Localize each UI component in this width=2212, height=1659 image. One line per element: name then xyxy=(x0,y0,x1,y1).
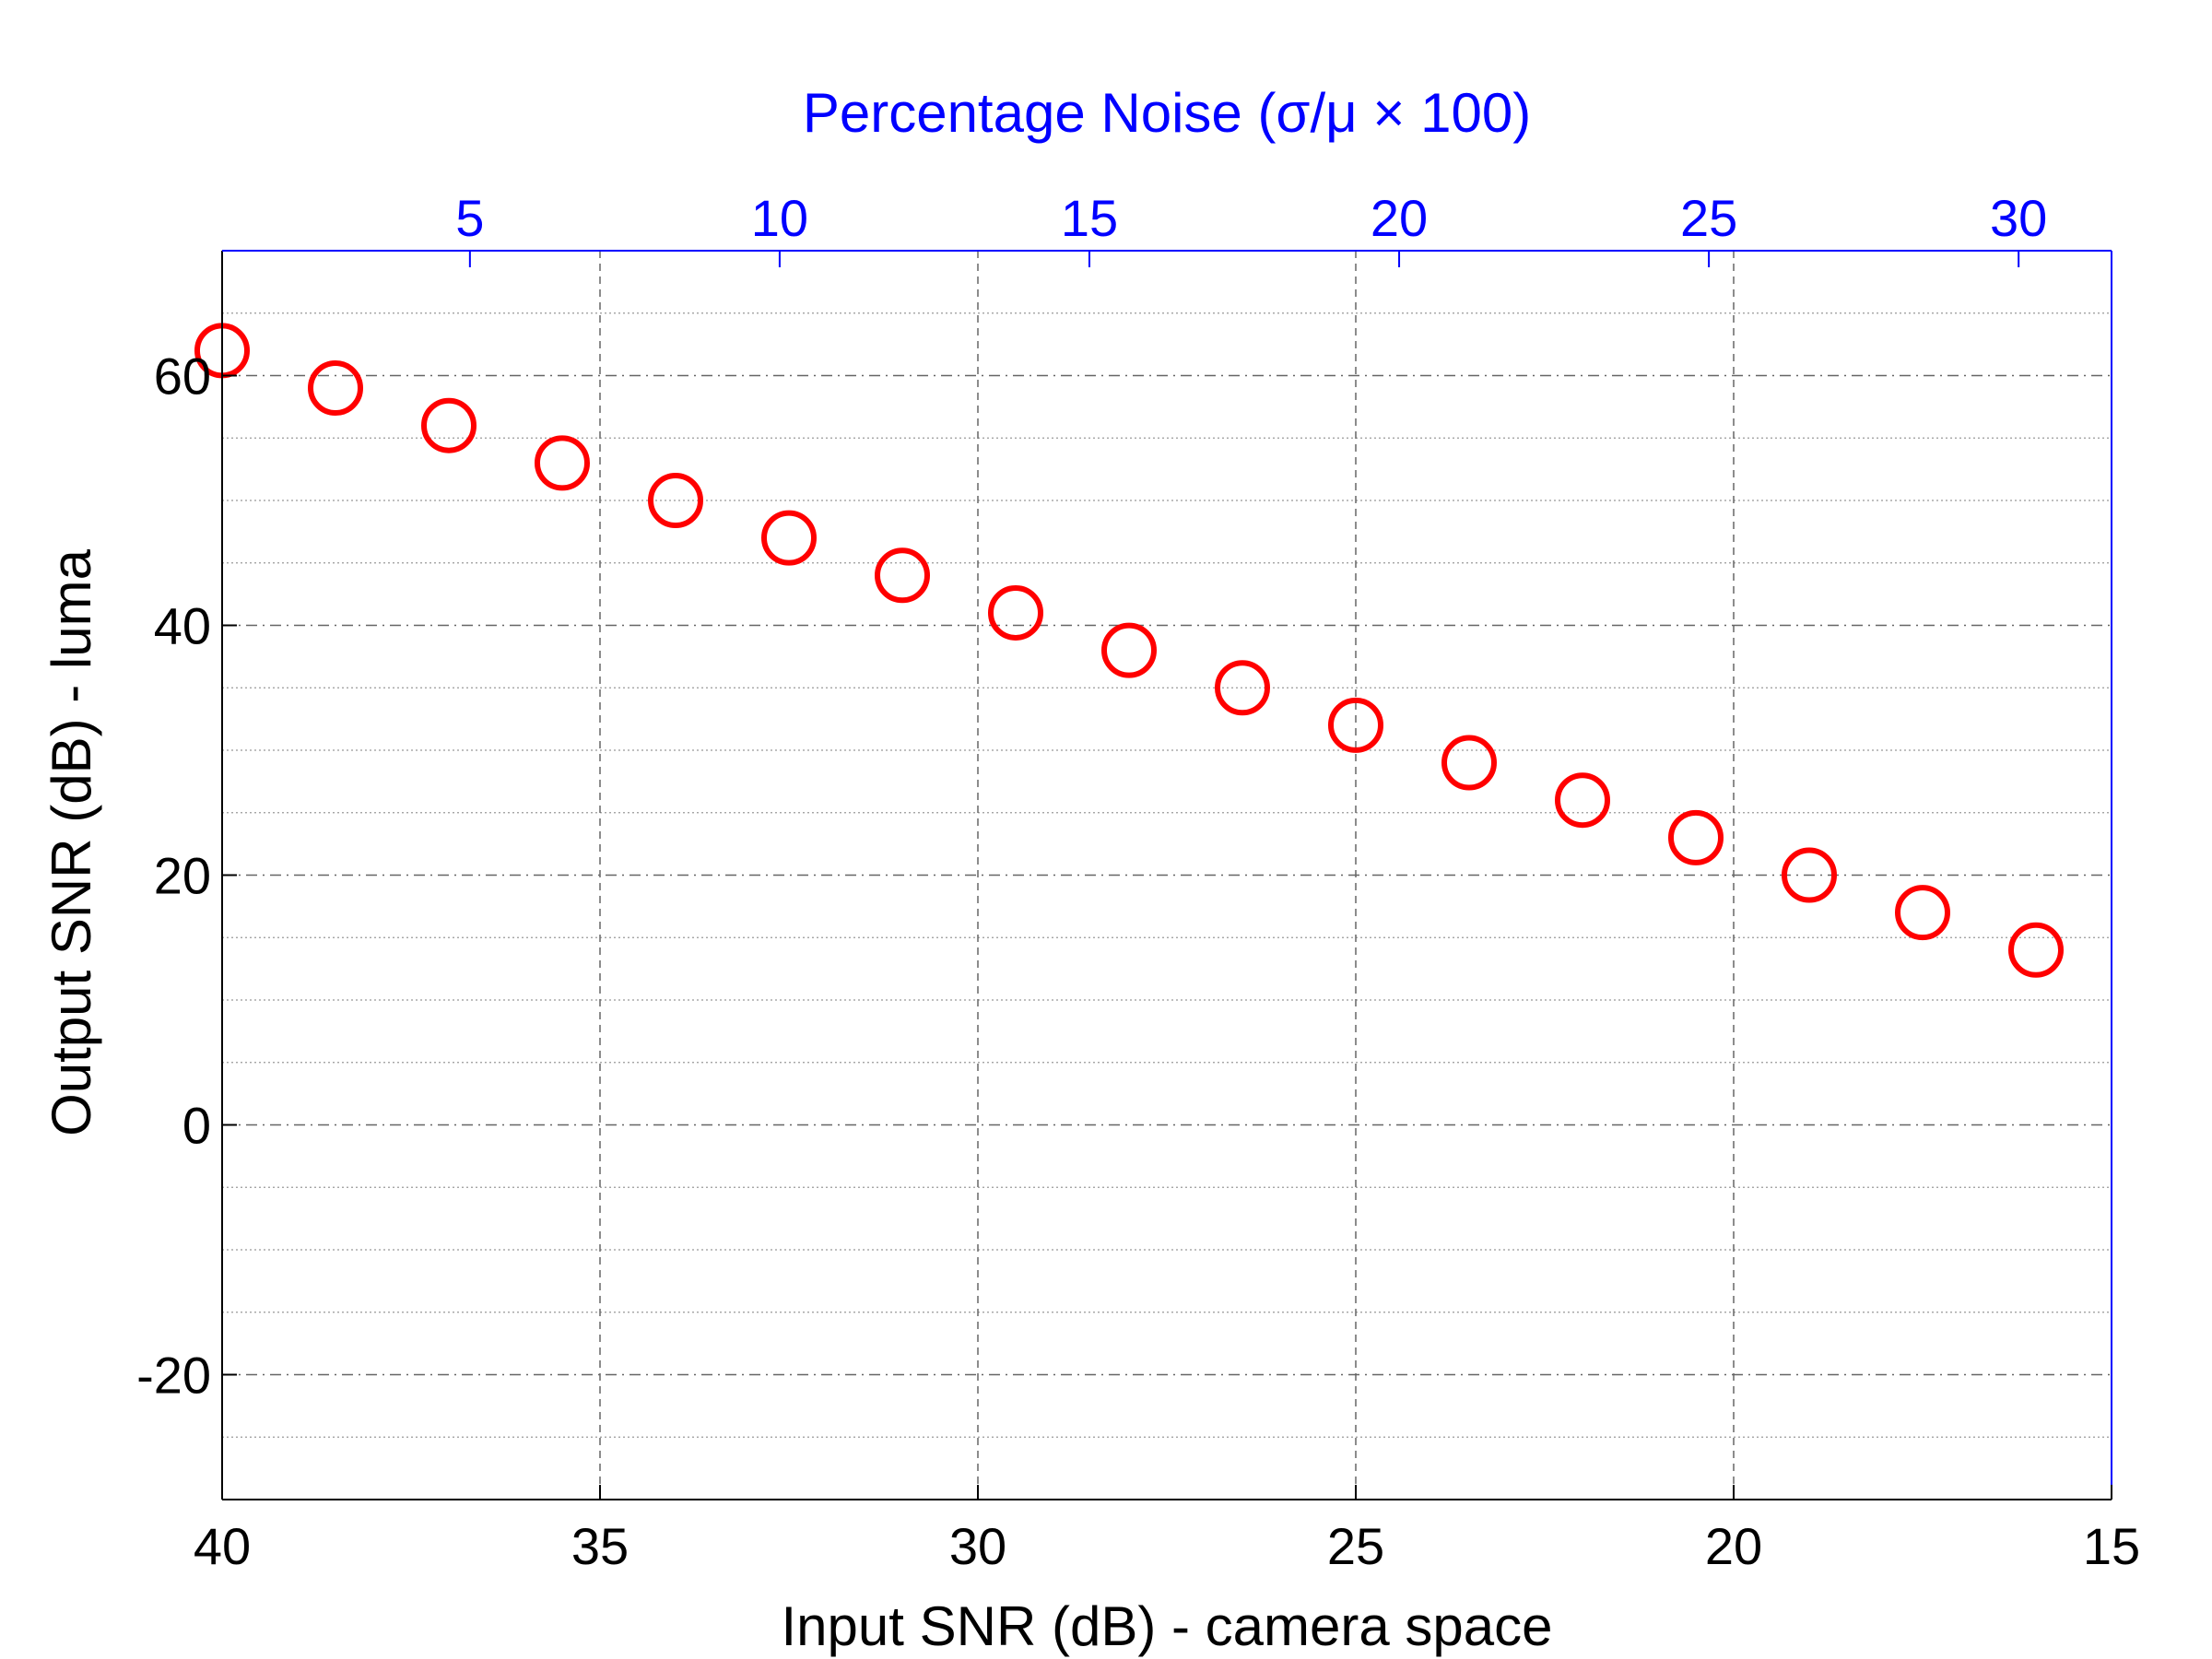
data-point xyxy=(1668,809,1724,865)
data-point xyxy=(1328,697,1383,753)
x-tick-label: 30 xyxy=(949,1517,1006,1575)
x2-tick-label: 30 xyxy=(1990,189,2047,247)
ticks: 40 35 30 25 20 15 -20 0 20 40 60 5 10 15 20 25 30 xyxy=(136,189,2140,1575)
x2-tick-label: 20 xyxy=(1371,189,1428,247)
x-tick-label: 35 xyxy=(571,1517,629,1575)
data-point xyxy=(1101,622,1157,678)
data-point xyxy=(421,397,477,453)
data-point xyxy=(988,584,1043,641)
data-point xyxy=(1215,660,1270,716)
y-tick-label: -20 xyxy=(136,1347,211,1405)
x2-tick-label: 15 xyxy=(1061,189,1118,247)
data-point xyxy=(648,473,703,528)
y-tick-label: 60 xyxy=(154,347,211,406)
x-tick-label: 25 xyxy=(1327,1517,1384,1575)
data-point xyxy=(875,547,930,604)
grid xyxy=(222,251,2112,1500)
x2-tick-label: 25 xyxy=(1680,189,1737,247)
y-tick-label: 40 xyxy=(154,597,211,655)
x2-axis-title: Percentage Noise (σ/μ × 100) xyxy=(803,82,1531,144)
x2-tick-label: 10 xyxy=(751,189,808,247)
y-tick-label: 0 xyxy=(182,1097,211,1155)
data-point xyxy=(2008,922,2064,978)
y-tick-label: 20 xyxy=(154,847,211,905)
x2-tick-label: 5 xyxy=(455,189,484,247)
x-tick-label: 15 xyxy=(2083,1517,2140,1575)
x-tick-label: 20 xyxy=(1705,1517,1762,1575)
data-point xyxy=(1782,847,1837,903)
data-point xyxy=(761,510,817,566)
data-point xyxy=(1895,885,1950,941)
data-series xyxy=(194,323,2064,978)
x-tick-label: 40 xyxy=(194,1517,251,1575)
data-point xyxy=(1441,735,1497,791)
data-point xyxy=(535,435,590,491)
y-axis-title: Output SNR (dB) - luma xyxy=(41,548,102,1135)
data-point xyxy=(308,360,363,417)
axes xyxy=(221,250,2112,1500)
data-point xyxy=(1555,772,1610,829)
x-axis-title: Input SNR (dB) - camera space xyxy=(782,1595,1553,1657)
